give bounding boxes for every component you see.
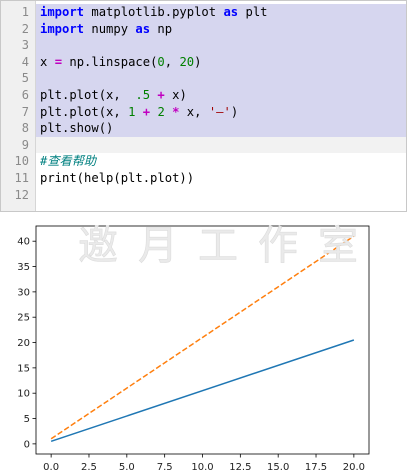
code-line[interactable]: plt.show() xyxy=(36,120,406,137)
code-token: = xyxy=(54,54,63,69)
output-plot: 0 5 10 15 20 25 30 35 40 0.0 2.5 5.0 7.5 10.0 12.5 15.… xyxy=(17,225,370,473)
code-token: np xyxy=(150,21,173,36)
code-token: plt.show() xyxy=(40,121,114,136)
line-number-gutter xyxy=(1,1,36,211)
x-tick-label: 2.5 xyxy=(81,462,97,473)
code-line[interactable]: plt.plot(x, .5 + x) xyxy=(36,87,406,104)
code-line[interactable]: plt.plot(x, 1 + 2 * x, '—') xyxy=(36,103,406,121)
code-token: * xyxy=(172,104,180,119)
line-number: 6 xyxy=(21,88,29,102)
line-number: 3 xyxy=(21,38,29,53)
code-line[interactable] xyxy=(36,187,406,204)
code-text: plt.show() xyxy=(40,120,113,137)
code-token: ) xyxy=(194,54,202,69)
x-tick-label: 20.0 xyxy=(343,462,365,473)
code-token: as xyxy=(135,21,151,36)
line-number: 9 xyxy=(21,137,29,152)
plot-frame xyxy=(35,225,370,455)
x-tick-label: 10.0 xyxy=(191,462,213,473)
code-token: .5 xyxy=(135,88,151,102)
y-tick-label: 35 xyxy=(17,262,30,273)
x-tick-label: 12.5 xyxy=(229,462,251,473)
line-number: 5 xyxy=(21,71,29,86)
x-tick-label: 17.5 xyxy=(305,462,327,473)
code-token: x, xyxy=(179,104,209,119)
code-token: '—' xyxy=(208,104,231,119)
x-axis: 0.0 2.5 5.0 7.5 10.0 12.5 15.0 17.5 20.0 xyxy=(43,454,365,473)
code-line[interactable]: #查看帮助 xyxy=(36,153,406,170)
code-token: numpy xyxy=(84,21,136,36)
code-editor[interactable]: 1 import matplotlib.pyplot as plt 2 import … xyxy=(0,0,407,212)
code-token: 1 xyxy=(128,104,136,119)
code-token: import xyxy=(40,5,85,19)
code-token: + xyxy=(142,104,151,119)
code-token: #查看帮助 xyxy=(40,154,97,169)
line-number: 4 xyxy=(21,54,29,69)
y-tick-label: 40 xyxy=(17,237,30,248)
code-line[interactable] xyxy=(36,37,406,54)
code-token: plt xyxy=(238,5,268,19)
code-line[interactable]: import matplotlib.pyplot as plt xyxy=(36,4,406,21)
y-tick-label: 20 xyxy=(17,338,30,349)
code-token: plt.plot(x, xyxy=(40,104,129,119)
y-axis: 0 5 10 15 20 25 30 35 40 xyxy=(17,237,36,450)
code-token: , xyxy=(164,54,180,69)
code-line[interactable]: print(help(plt.plot)) xyxy=(36,170,406,187)
x-tick-label: 7.5 xyxy=(157,462,173,473)
y-tick-label: 25 xyxy=(17,313,30,324)
y-tick-label: 5 xyxy=(24,414,30,425)
series-line-1 xyxy=(50,339,355,443)
line-number: 8 xyxy=(21,121,29,136)
code-line[interactable] xyxy=(36,70,406,87)
code-token: np.linspace( xyxy=(62,54,158,69)
code-text: #查看帮助 xyxy=(40,153,96,170)
y-tick-label: 0 xyxy=(24,439,30,450)
code-token: 20 xyxy=(179,54,195,69)
code-token: ) xyxy=(230,104,239,119)
code-text: print(help(plt.plot)) xyxy=(40,170,194,187)
series-line-2 xyxy=(50,235,355,440)
code-text: plt.plot(x, 1 + 2 * x, '—') xyxy=(40,104,238,121)
y-tick-label: 15 xyxy=(17,363,30,374)
code-token xyxy=(135,105,142,119)
code-text: import matplotlib.pyplot as plt xyxy=(40,4,268,21)
code-token: 2 xyxy=(157,104,165,119)
code-text: plt.plot(x, .5 + x) xyxy=(40,87,187,104)
code-line[interactable] xyxy=(36,136,406,154)
code-token: import xyxy=(40,21,85,36)
x-tick-label: 15.0 xyxy=(267,462,289,473)
code-token: + xyxy=(157,88,165,102)
line-number: 2 xyxy=(21,21,29,36)
series-layer xyxy=(50,235,355,443)
line-number: 10 xyxy=(14,154,29,169)
code-token: 0 xyxy=(157,54,165,69)
line-number: 7 xyxy=(21,104,29,119)
line-number: 11 xyxy=(14,171,29,185)
code-line[interactable]: import numpy as np xyxy=(36,20,406,38)
code-token: x xyxy=(40,54,55,69)
y-tick-label: 30 xyxy=(17,287,30,298)
code-token: plt.plot(x, xyxy=(40,88,136,102)
line-number: 1 xyxy=(21,5,29,19)
code-token: print(help(plt.plot)) xyxy=(40,171,195,185)
code-token: x) xyxy=(164,88,187,102)
code-text: x = np.linspace(0, 20) xyxy=(40,54,201,71)
x-tick-label: 5.0 xyxy=(119,462,135,473)
x-tick-label: 0.0 xyxy=(43,462,59,473)
code-line[interactable]: x = np.linspace(0, 20) xyxy=(36,53,406,71)
code-token: as xyxy=(223,5,239,19)
code-token: matplotlib.pyplot xyxy=(84,5,224,19)
y-tick-label: 10 xyxy=(17,389,30,400)
line-number: 12 xyxy=(14,187,29,202)
code-text: import numpy as np xyxy=(40,21,172,38)
